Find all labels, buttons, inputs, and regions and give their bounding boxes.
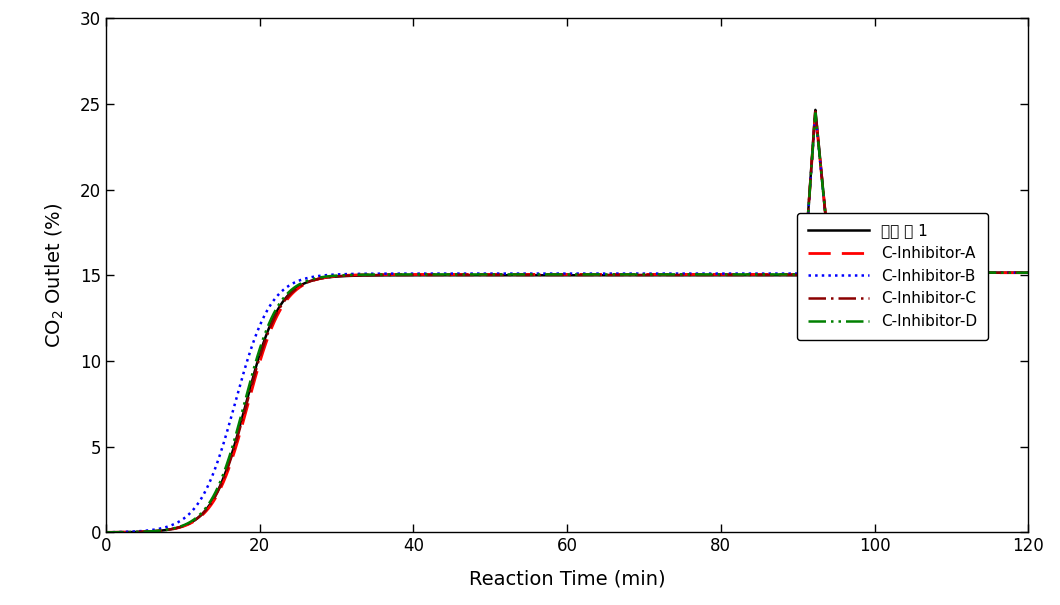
- C-Inhibitor-A: [454, 271, 466, 278]
- C-Inhibitor-D: [493, 271, 506, 278]
- C-Inhibitor-C: [1004, 269, 1017, 276]
- C-Inhibitor-D: [809, 110, 822, 117]
- C-Inhibitor-D: [100, 529, 112, 536]
- C-Inhibitor-C: [1022, 269, 1035, 276]
- Legend: 흡수 제 1, C-Inhibitor-A, C-Inhibitor-B, C-Inhibitor-C, C-Inhibitor-D: 흡수 제 1, C-Inhibitor-A, C-Inhibitor-B, C-…: [797, 213, 988, 339]
- C-Inhibitor-C: [205, 500, 217, 507]
- C-Inhibitor-D: [904, 268, 917, 275]
- 흡수 제 1: [1022, 269, 1035, 276]
- C-Inhibitor-C: [809, 108, 822, 115]
- 흡수 제 1: [260, 332, 272, 339]
- X-axis label: Reaction Time (min): Reaction Time (min): [469, 569, 666, 588]
- C-Inhibitor-D: [260, 328, 272, 335]
- Line: C-Inhibitor-C: C-Inhibitor-C: [106, 111, 1028, 532]
- C-Inhibitor-D: [205, 497, 217, 504]
- Line: C-Inhibitor-D: C-Inhibitor-D: [106, 113, 1028, 532]
- C-Inhibitor-B: [454, 270, 466, 277]
- C-Inhibitor-A: [1022, 269, 1035, 276]
- 흡수 제 1: [904, 268, 917, 275]
- C-Inhibitor-B: [100, 529, 112, 536]
- Line: C-Inhibitor-B: C-Inhibitor-B: [106, 114, 1028, 532]
- C-Inhibitor-A: [205, 501, 217, 508]
- C-Inhibitor-B: [904, 269, 917, 276]
- C-Inhibitor-C: [100, 529, 112, 536]
- 흡수 제 1: [100, 529, 112, 536]
- C-Inhibitor-B: [1004, 269, 1017, 276]
- C-Inhibitor-C: [904, 267, 917, 275]
- C-Inhibitor-D: [1022, 269, 1035, 276]
- C-Inhibitor-D: [454, 271, 466, 278]
- Y-axis label: CO$_2$ Outlet (%): CO$_2$ Outlet (%): [43, 203, 66, 348]
- C-Inhibitor-D: [1004, 269, 1017, 276]
- 흡수 제 1: [205, 499, 217, 506]
- C-Inhibitor-B: [1022, 269, 1035, 276]
- C-Inhibitor-B: [493, 270, 506, 277]
- C-Inhibitor-A: [100, 529, 112, 536]
- C-Inhibitor-C: [260, 335, 272, 342]
- C-Inhibitor-A: [904, 267, 917, 275]
- 흡수 제 1: [809, 106, 822, 114]
- Line: 흡수 제 1: 흡수 제 1: [106, 110, 1028, 532]
- C-Inhibitor-A: [260, 339, 272, 347]
- 흡수 제 1: [1004, 269, 1017, 276]
- C-Inhibitor-A: [1004, 269, 1017, 276]
- C-Inhibitor-B: [260, 309, 272, 316]
- Line: C-Inhibitor-A: C-Inhibitor-A: [106, 113, 1028, 532]
- C-Inhibitor-A: [493, 271, 506, 278]
- C-Inhibitor-C: [493, 271, 506, 278]
- C-Inhibitor-B: [809, 111, 822, 118]
- 흡수 제 1: [454, 272, 466, 279]
- C-Inhibitor-B: [205, 475, 217, 482]
- C-Inhibitor-A: [809, 109, 822, 116]
- C-Inhibitor-C: [454, 271, 466, 278]
- 흡수 제 1: [493, 272, 506, 279]
